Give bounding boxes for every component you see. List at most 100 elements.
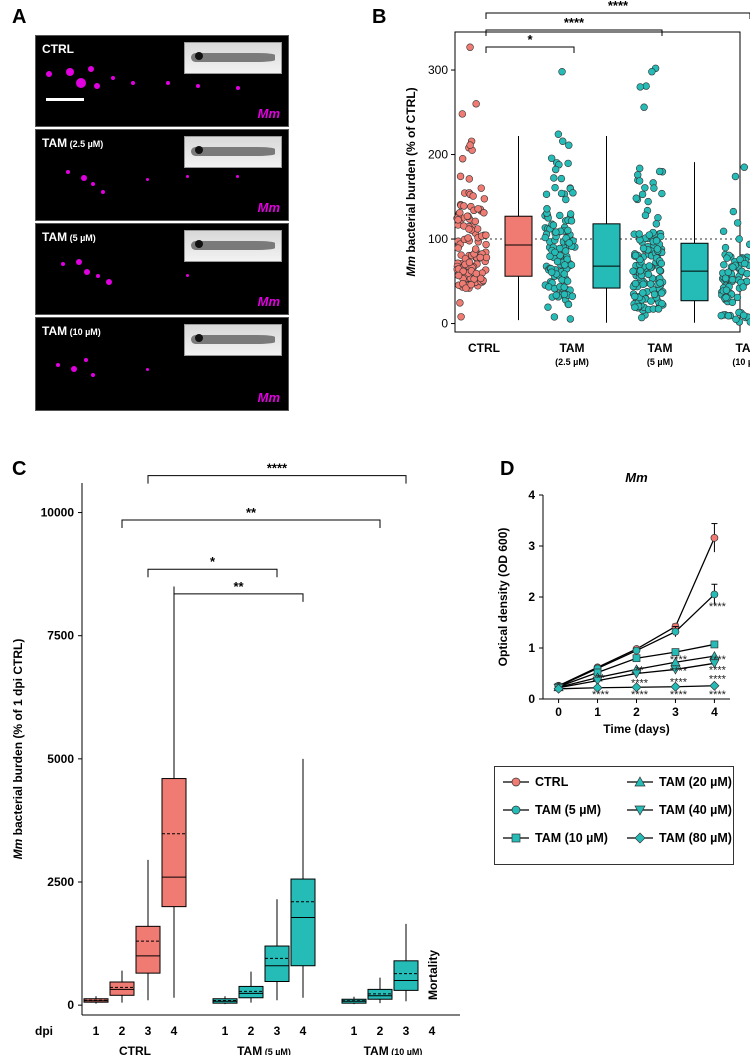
data-point [729, 263, 737, 271]
data-point [559, 137, 567, 145]
data-point [463, 212, 472, 220]
data-point [733, 293, 742, 302]
legend-swatch [627, 805, 653, 816]
data-point [554, 130, 563, 138]
y-axis-label-italic: Mm [11, 838, 25, 859]
y-tick-label: 2500 [47, 875, 74, 889]
data-point [564, 226, 572, 235]
data-point [741, 259, 749, 268]
group-label: TAM (10 µM) [364, 1044, 423, 1055]
data-point [721, 274, 730, 282]
image-condition-label: TAM (10 µM) [42, 324, 101, 338]
category-sublabel: (5 µM) [647, 357, 673, 367]
data-point [563, 277, 572, 285]
significance-bracket [485, 29, 663, 36]
significance-label: ** [233, 579, 244, 594]
data-point [648, 68, 656, 76]
data-point [654, 305, 663, 313]
data-point [746, 318, 750, 326]
data-point [650, 290, 659, 299]
bacteria-spot [196, 84, 200, 88]
data-point [629, 267, 637, 275]
data-point [553, 257, 562, 266]
fluorescence-image: CTRL Mm [35, 35, 289, 127]
group-label: CTRL [119, 1044, 151, 1055]
data-point [652, 220, 661, 228]
dpi-tick-label: 1 [93, 1024, 100, 1038]
category-label: TAM [647, 341, 672, 355]
data-point [457, 313, 465, 321]
data-point [567, 261, 576, 269]
data-point [653, 245, 662, 253]
data-point [636, 267, 645, 275]
y-axis-label-text: bacterial burden (% of CTRL) [404, 87, 418, 256]
legend-label: TAM (20 µM) [659, 775, 732, 789]
y-tick-label: 300 [428, 63, 448, 77]
box [680, 242, 709, 302]
data-point [717, 311, 725, 320]
data-point [735, 235, 743, 243]
data-point [634, 171, 642, 179]
data-point [454, 216, 462, 224]
data-point [728, 276, 737, 284]
bacteria-spot [84, 269, 90, 275]
data-point [632, 194, 640, 202]
data-point [466, 141, 474, 149]
significance-label: **** [709, 689, 727, 701]
data-point [736, 255, 744, 264]
significance-bracket [173, 593, 304, 602]
significance-bracket [147, 568, 278, 578]
marker-circle [511, 805, 521, 815]
marker-triangle-down [670, 665, 681, 675]
legend-swatch [503, 777, 529, 787]
data-point [728, 298, 737, 306]
data-point [639, 244, 648, 253]
bacteria-spot [88, 66, 94, 72]
data-point [637, 313, 646, 322]
data-point [471, 245, 480, 253]
group-label: TAM (5 µM) [237, 1044, 291, 1055]
data-point [645, 231, 653, 239]
data-point [566, 210, 575, 218]
x-tick-label: 3 [672, 705, 679, 719]
legend-label: TAM (40 µM) [659, 803, 732, 817]
bacteria-spot [96, 274, 100, 278]
data-point [542, 190, 551, 199]
data-point [552, 228, 560, 236]
box [264, 945, 290, 983]
bacteria-spot [91, 182, 95, 186]
data-point [723, 254, 731, 262]
bacteria-spot [84, 358, 88, 362]
data-point [456, 299, 464, 307]
mm-channel-label: Mm [257, 200, 280, 215]
category-label: CTRL [468, 341, 500, 355]
bacteria-spot [101, 190, 105, 194]
legend-item: TAM (80 µM) [627, 831, 732, 845]
x-tick-label: 1 [594, 705, 601, 719]
data-point [740, 163, 748, 171]
data-point [482, 231, 490, 239]
legend-item: TAM (40 µM) [627, 803, 732, 817]
data-point [647, 297, 655, 305]
data-point [562, 195, 570, 204]
panel-c-chart: 0 2500 5000 7500 10000 Mm bacterial burden (%… [11, 461, 460, 1055]
legend-label: TAM (5 µM) [535, 803, 601, 817]
data-point [482, 240, 490, 249]
data-point [657, 259, 666, 268]
data-point [549, 221, 558, 229]
bacteria-spot [66, 170, 70, 174]
x-tick-label: 2 [633, 705, 640, 719]
data-point [541, 233, 549, 242]
y-tick-label: 7500 [47, 629, 74, 643]
data-point [631, 292, 639, 301]
mortality-label: Mortality [426, 950, 440, 1000]
data-point [561, 261, 569, 269]
marker-triangle-down [709, 659, 720, 669]
data-point [720, 261, 728, 269]
significance-label: **** [670, 689, 688, 701]
box [238, 985, 264, 999]
significance-label: **** [608, 0, 629, 13]
data-point [471, 217, 480, 226]
marker-diamond [592, 682, 603, 693]
data-point [639, 280, 647, 288]
